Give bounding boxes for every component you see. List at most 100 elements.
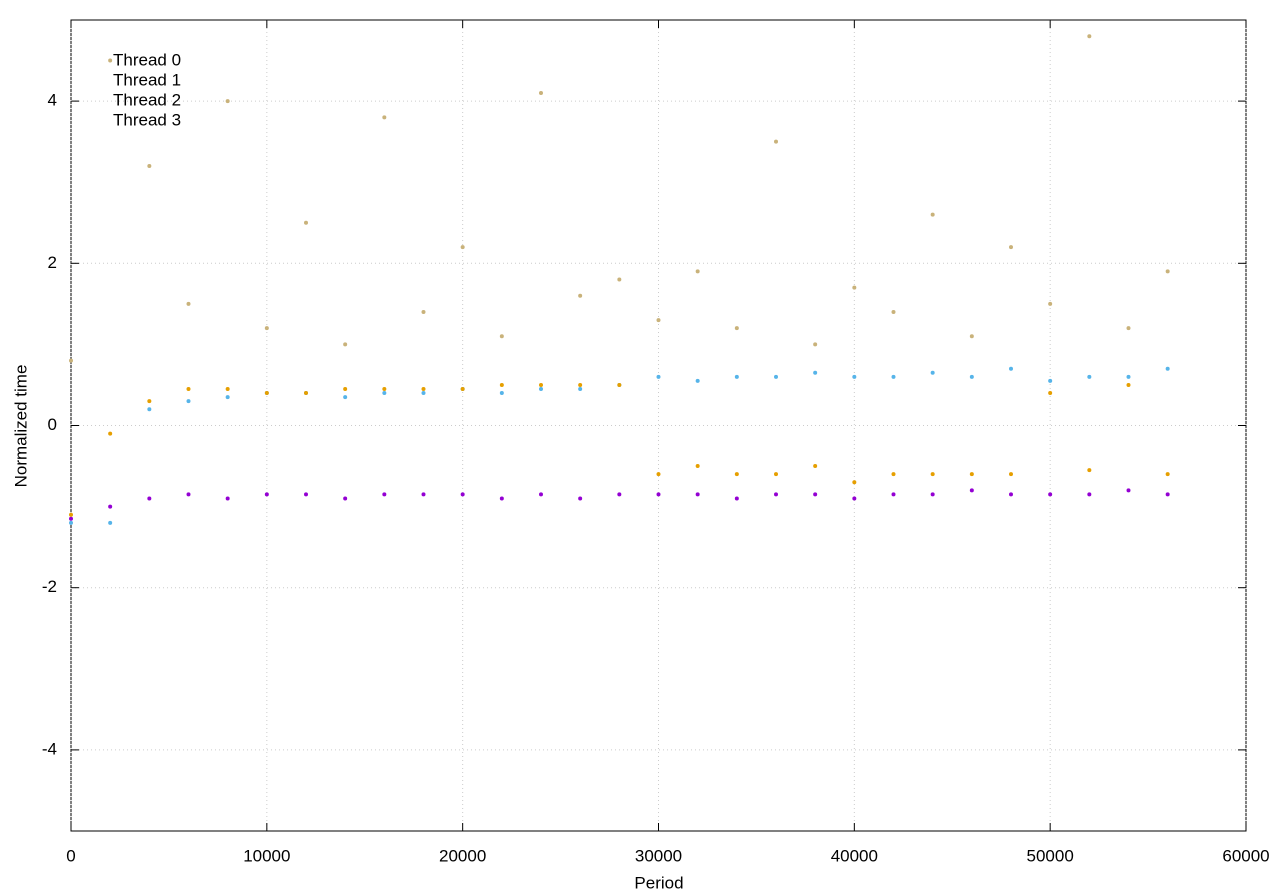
data-point [69, 512, 73, 517]
data-point [930, 212, 935, 217]
x-tick-label: 60000 [1222, 846, 1269, 865]
data-point [539, 387, 543, 392]
data-point [1165, 492, 1170, 497]
legend-label: Thread 3 [113, 110, 181, 129]
y-tick-label: 0 [48, 415, 57, 434]
data-point [578, 387, 583, 392]
data-point [343, 342, 348, 347]
data-point [304, 391, 308, 396]
x-tick-label: 0 [66, 846, 75, 865]
data-point [695, 378, 700, 383]
data-point [1165, 269, 1170, 274]
data-point [108, 58, 113, 63]
data-point [186, 387, 191, 392]
data-point [1048, 378, 1053, 383]
data-point [225, 496, 230, 501]
data-point [656, 374, 661, 379]
data-point [539, 382, 543, 387]
data-point [1126, 488, 1131, 493]
y-tick-label: 2 [48, 253, 57, 272]
data-point [69, 516, 73, 521]
y-tick-label: 4 [48, 91, 57, 110]
data-point [969, 472, 974, 477]
data-point [1048, 391, 1053, 396]
data-point [891, 309, 896, 314]
data-point [186, 492, 191, 497]
data-point [734, 374, 739, 379]
data-point [930, 370, 935, 375]
data-point [1126, 374, 1131, 379]
data-point [656, 318, 661, 323]
x-tick-label: 30000 [635, 846, 682, 865]
data-point [421, 492, 426, 497]
data-point [304, 220, 308, 225]
data-point [1009, 472, 1013, 477]
data-point [695, 464, 700, 469]
data-point [852, 374, 857, 379]
data-point [695, 492, 700, 497]
data-point [891, 374, 896, 379]
data-point [147, 399, 152, 404]
y-axis-label: Normalized time [11, 365, 30, 488]
x-tick-label: 50000 [1027, 846, 1074, 865]
data-point [617, 382, 622, 387]
data-point [695, 269, 700, 274]
data-point [1009, 366, 1013, 371]
data-point [147, 496, 152, 501]
data-point [930, 472, 935, 477]
data-point [147, 407, 152, 412]
data-point [225, 395, 230, 400]
data-point [578, 293, 583, 298]
data-point [852, 496, 857, 501]
data-point [186, 399, 191, 404]
data-point [1165, 472, 1170, 477]
x-axis-label: Period [634, 873, 683, 892]
legend-label: Thread 1 [113, 70, 181, 89]
data-point [734, 472, 739, 477]
x-tick-label: 20000 [439, 846, 486, 865]
data-point [1126, 326, 1131, 331]
data-point [1048, 301, 1053, 306]
data-point [969, 374, 974, 379]
data-point [343, 387, 348, 392]
data-point [421, 387, 426, 392]
data-point [774, 492, 778, 497]
data-point [734, 496, 739, 501]
data-point [343, 395, 348, 400]
data-point [1087, 34, 1092, 39]
data-point [813, 342, 818, 347]
data-point [1087, 468, 1092, 473]
data-point [264, 391, 269, 396]
legend-label: Thread 2 [113, 90, 181, 109]
data-point [499, 382, 504, 387]
data-point [617, 277, 622, 282]
data-point [1126, 382, 1131, 387]
x-tick-label: 10000 [243, 846, 290, 865]
data-point [108, 431, 113, 436]
data-point [186, 301, 191, 306]
data-point [69, 358, 73, 363]
data-point [264, 492, 269, 497]
data-point [382, 492, 387, 497]
data-point [930, 492, 935, 497]
data-point [264, 326, 269, 331]
data-point [1009, 245, 1013, 250]
data-point [147, 163, 152, 168]
data-point [1165, 366, 1170, 371]
y-tick-label: -4 [42, 739, 57, 758]
data-point [813, 492, 818, 497]
data-point [382, 391, 387, 396]
data-point [774, 472, 778, 477]
data-point [108, 504, 113, 509]
data-point [1009, 492, 1013, 497]
data-point [304, 492, 308, 497]
legend-label: Thread 0 [113, 50, 181, 69]
data-point [617, 492, 622, 497]
data-point [539, 90, 543, 95]
data-point [1048, 492, 1053, 497]
data-point [1087, 492, 1092, 497]
data-point [578, 496, 583, 501]
data-point [343, 496, 348, 501]
data-point [69, 520, 73, 525]
